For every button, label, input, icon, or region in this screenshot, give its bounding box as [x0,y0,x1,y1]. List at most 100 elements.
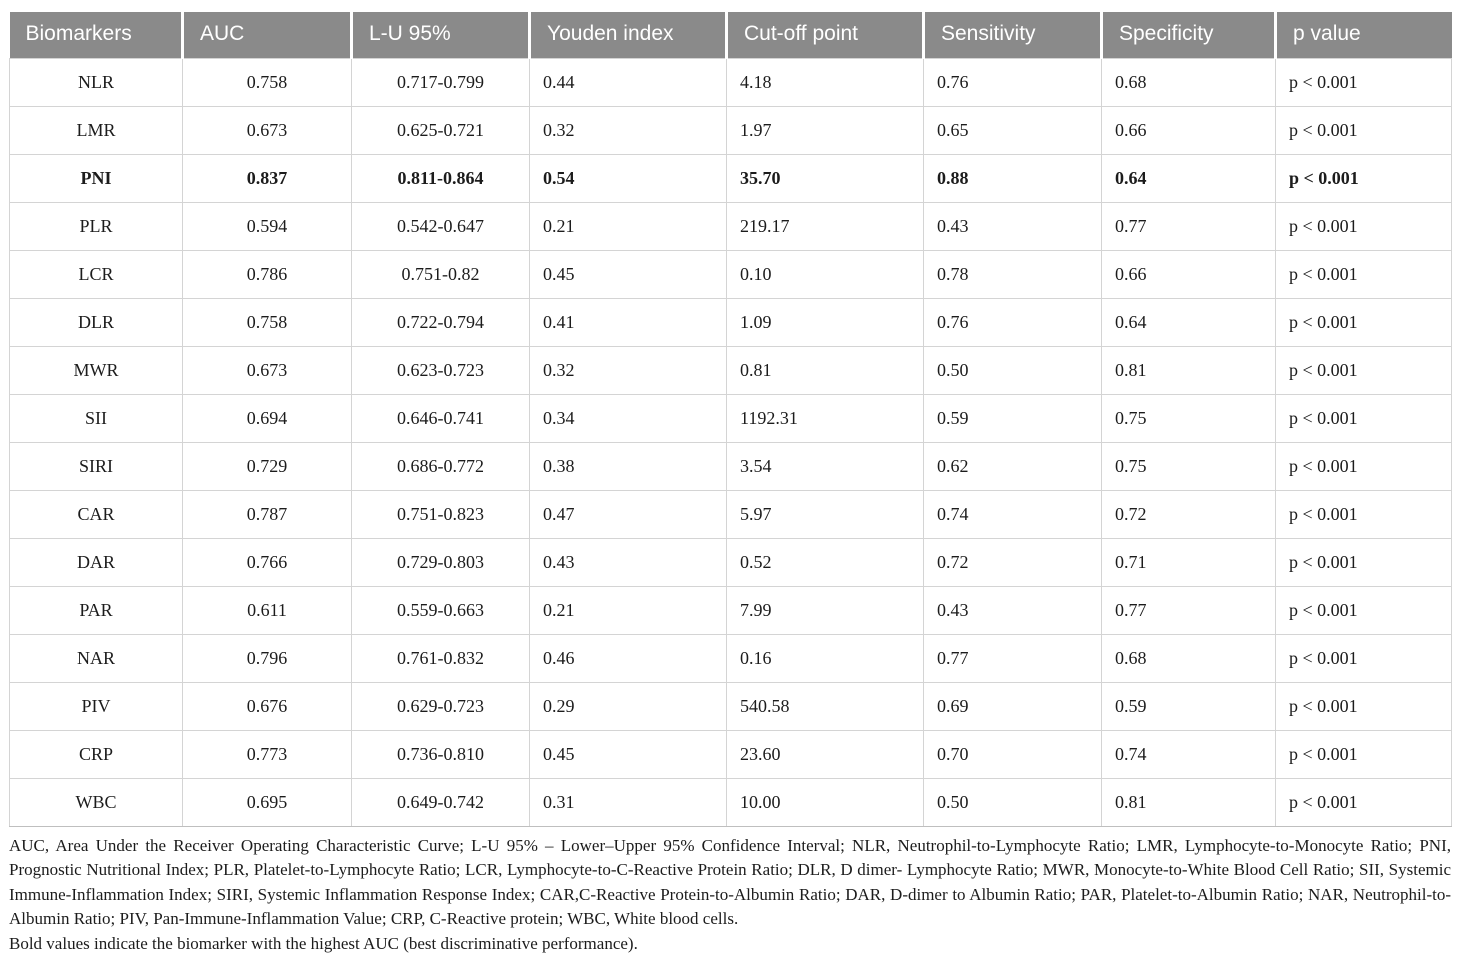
table-footnotes: AUC, Area Under the Receiver Operating C… [9,834,1451,957]
table-row: PAR 0.611 0.559-0.663 0.21 7.99 0.43 0.77 p < 0… [9,585,1452,635]
cell-sensitivity: 0.74 [923,489,1102,539]
cell-sensitivity: 0.76 [923,57,1102,107]
cell-youden: 0.32 [529,105,727,155]
column-header-auc: AUC [181,12,352,58]
cell-lu95: 0.542-0.647 [351,201,530,251]
cell-cutoff: 0.10 [726,249,924,299]
cell-auc: 0.694 [182,393,352,443]
cell-lu95: 0.811-0.864 [351,153,530,203]
cell-specificity: 0.74 [1101,729,1276,779]
table-row: WBC 0.695 0.649-0.742 0.31 10.00 0.50 0.81 p < … [9,777,1452,827]
cell-auc: 0.729 [182,441,352,491]
cell-biomarker: NLR [9,57,183,107]
biomarkers-roc-table: Biomarkers AUC L-U 95% Youden index Cut-off … [9,12,1452,827]
cell-youden: 0.41 [529,297,727,347]
cell-youden: 0.54 [529,153,727,203]
cell-p: p < 0.001 [1275,777,1452,827]
cell-cutoff: 0.81 [726,345,924,395]
cell-lu95: 0.761-0.832 [351,633,530,683]
cell-specificity: 0.59 [1101,681,1276,731]
cell-sensitivity: 0.43 [923,201,1102,251]
cell-sensitivity: 0.69 [923,681,1102,731]
cell-lu95: 0.751-0.823 [351,489,530,539]
cell-auc: 0.673 [182,345,352,395]
cell-lu95: 0.649-0.742 [351,777,530,827]
cell-cutoff: 219.17 [726,201,924,251]
cell-auc: 0.773 [182,729,352,779]
cell-cutoff: 0.16 [726,633,924,683]
cell-auc: 0.673 [182,105,352,155]
cell-lu95: 0.646-0.741 [351,393,530,443]
cell-specificity: 0.66 [1101,105,1276,155]
cell-sensitivity: 0.62 [923,441,1102,491]
cell-sensitivity: 0.78 [923,249,1102,299]
cell-youden: 0.31 [529,777,727,827]
cell-p: p < 0.001 [1275,729,1452,779]
cell-auc: 0.837 [182,153,352,203]
table-header-row: Biomarkers AUC L-U 95% Youden index Cut-off … [9,12,1452,58]
cell-specificity: 0.72 [1101,489,1276,539]
cell-cutoff: 7.99 [726,585,924,635]
cell-auc: 0.758 [182,297,352,347]
table-row: DAR 0.766 0.729-0.803 0.43 0.52 0.72 0.71 p < 0… [9,537,1452,587]
cell-lu95: 0.722-0.794 [351,297,530,347]
column-header-sensitivity: Sensitivity [922,12,1102,58]
cell-p: p < 0.001 [1275,57,1452,107]
table-row: PLR 0.594 0.542-0.647 0.21 219.17 0.43 0.77 p <… [9,201,1452,251]
cell-youden: 0.21 [529,201,727,251]
cell-youden: 0.45 [529,249,727,299]
cell-p: p < 0.001 [1275,489,1452,539]
cell-cutoff: 1.09 [726,297,924,347]
cell-specificity: 0.66 [1101,249,1276,299]
column-header-p: p value [1274,12,1452,58]
table-row: CRP 0.773 0.736-0.810 0.45 23.60 0.70 0.74 p < … [9,729,1452,779]
cell-biomarker: WBC [9,777,183,827]
cell-youden: 0.43 [529,537,727,587]
cell-specificity: 0.75 [1101,393,1276,443]
cell-sensitivity: 0.50 [923,777,1102,827]
cell-lu95: 0.629-0.723 [351,681,530,731]
table-row: PNI 0.837 0.811-0.864 0.54 35.70 0.88 0.64 p < … [9,153,1452,203]
cell-cutoff: 23.60 [726,729,924,779]
cell-youden: 0.21 [529,585,727,635]
column-header-youden: Youden index [528,12,727,58]
cell-auc: 0.758 [182,57,352,107]
cell-cutoff: 1192.31 [726,393,924,443]
table-row: PIV 0.676 0.629-0.723 0.29 540.58 0.69 0.59 p <… [9,681,1452,731]
table-row: LMR 0.673 0.625-0.721 0.32 1.97 0.65 0.66 p < 0… [9,105,1452,155]
cell-specificity: 0.68 [1101,57,1276,107]
cell-specificity: 0.77 [1101,201,1276,251]
table-row: NLR 0.758 0.717-0.799 0.44 4.18 0.76 0.68 p < 0… [9,57,1452,107]
table-row: SII 0.694 0.646-0.741 0.34 1192.31 0.59 0.75 p … [9,393,1452,443]
cell-youden: 0.44 [529,57,727,107]
cell-biomarker: PAR [9,585,183,635]
cell-auc: 0.766 [182,537,352,587]
cell-specificity: 0.64 [1101,153,1276,203]
cell-biomarker: CAR [9,489,183,539]
table-row: CAR 0.787 0.751-0.823 0.47 5.97 0.74 0.72 p < 0… [9,489,1452,539]
cell-lu95: 0.751-0.82 [351,249,530,299]
cell-p: p < 0.001 [1275,441,1452,491]
cell-p: p < 0.001 [1275,537,1452,587]
cell-sensitivity: 0.77 [923,633,1102,683]
cell-biomarker: PLR [9,201,183,251]
cell-specificity: 0.81 [1101,777,1276,827]
cell-youden: 0.45 [529,729,727,779]
cell-p: p < 0.001 [1275,105,1452,155]
cell-sensitivity: 0.50 [923,345,1102,395]
column-header-cutoff: Cut-off point [725,12,924,58]
cell-cutoff: 35.70 [726,153,924,203]
cell-sensitivity: 0.65 [923,105,1102,155]
cell-auc: 0.787 [182,489,352,539]
cell-sensitivity: 0.76 [923,297,1102,347]
abbreviations-footnote: AUC, Area Under the Receiver Operating C… [9,835,1451,929]
table-row: MWR 0.673 0.623-0.723 0.32 0.81 0.50 0.81 p < 0… [9,345,1452,395]
cell-cutoff: 4.18 [726,57,924,107]
cell-cutoff: 1.97 [726,105,924,155]
cell-p: p < 0.001 [1275,393,1452,443]
column-header-biomarker: Biomarkers [9,12,183,58]
cell-auc: 0.676 [182,681,352,731]
table-row: SIRI 0.729 0.686-0.772 0.38 3.54 0.62 0.75 p < … [9,441,1452,491]
column-header-specificity: Specificity [1100,12,1276,58]
cell-biomarker: LCR [9,249,183,299]
